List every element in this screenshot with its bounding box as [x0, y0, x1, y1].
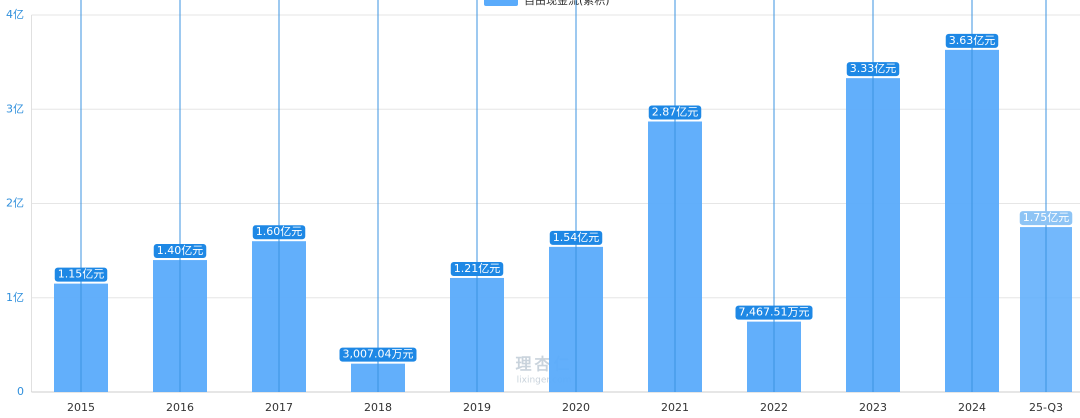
y-tick-label: 2亿 — [6, 197, 24, 210]
y-tick-label: 1亿 — [6, 291, 24, 304]
data-label-bg — [450, 261, 504, 276]
x-tick-label: 2018 — [364, 401, 392, 414]
data-label-text: 3.33亿元 — [850, 62, 897, 75]
data-label: 1.54亿元 — [549, 230, 603, 245]
legend-swatch — [484, 0, 518, 6]
data-label: 1.15亿元 — [54, 267, 108, 282]
data-label-text: 2.87亿元 — [652, 106, 699, 119]
data-label-text: 1.75亿元 — [1023, 211, 1070, 224]
data-label-bg — [549, 230, 603, 245]
data-label-text: 3.63亿元 — [949, 34, 996, 47]
data-label-bg — [252, 225, 306, 240]
x-tick-label: 2020 — [562, 401, 590, 414]
x-tick-label: 2023 — [859, 401, 887, 414]
x-tick-label: 2017 — [265, 401, 293, 414]
x-tick-label: 2016 — [166, 401, 194, 414]
y-tick-label: 4亿 — [6, 8, 24, 21]
data-label-text: 1.40亿元 — [157, 244, 204, 257]
data-label-text: 1.21亿元 — [454, 262, 501, 275]
x-tick-label: 2021 — [661, 401, 689, 414]
data-label-bg — [1019, 211, 1073, 226]
data-label-bg — [54, 267, 108, 282]
data-label: 1.60亿元 — [252, 225, 306, 240]
data-label: 2.87亿元 — [648, 105, 702, 120]
data-label-text: 3,007.04万元 — [343, 348, 414, 361]
data-label: 1.75亿元 — [1019, 211, 1073, 226]
y-tick-label: 3亿 — [6, 102, 24, 115]
data-label: 1.21亿元 — [450, 261, 504, 276]
data-label-bg — [846, 62, 900, 77]
data-label: 3,007.04万元 — [339, 347, 417, 362]
data-label-text: 7,467.51万元 — [739, 306, 810, 319]
data-label: 1.40亿元 — [153, 244, 207, 259]
data-label-bg — [735, 305, 813, 320]
x-tick-label: 2019 — [463, 401, 491, 414]
x-tick-label: 2024 — [958, 401, 986, 414]
data-label: 7,467.51万元 — [735, 305, 813, 320]
x-tick-label: 2015 — [67, 401, 95, 414]
data-label-text: 1.15亿元 — [58, 268, 105, 281]
y-tick-label: 0 — [17, 385, 24, 398]
legend-label: 自由现金流(累积) — [524, 0, 610, 7]
data-label-bg — [648, 105, 702, 120]
x-tick-label: 25-Q3 — [1029, 401, 1063, 414]
x-tick-label: 2022 — [760, 401, 788, 414]
data-label-bg — [153, 244, 207, 259]
data-label: 3.33亿元 — [846, 62, 900, 77]
data-label-text: 1.54亿元 — [553, 231, 600, 244]
data-label: 3.63亿元 — [945, 33, 999, 48]
data-label-text: 1.60亿元 — [256, 225, 303, 238]
data-label-bg — [339, 347, 417, 362]
watermark: lixinger.com — [517, 376, 572, 386]
data-label-bg — [945, 33, 999, 48]
